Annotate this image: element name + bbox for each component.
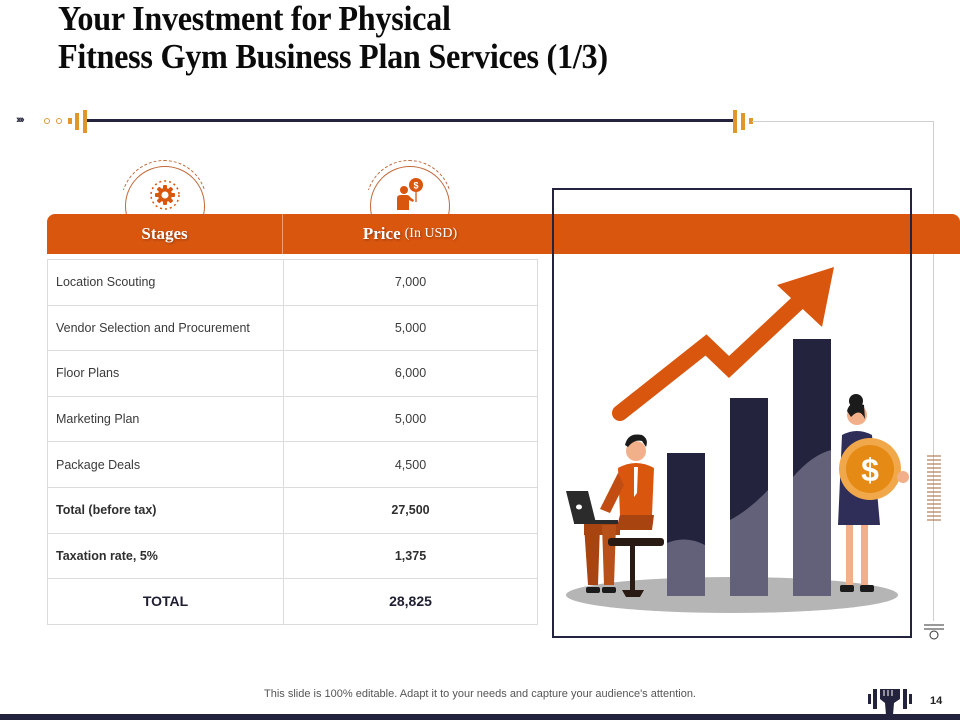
subtotal-row: Total (before tax) 27,500 <box>47 486 538 534</box>
price-cell: 6,000 <box>283 350 538 397</box>
price-cell: 5,000 <box>283 395 538 443</box>
svg-text:$: $ <box>413 181 418 191</box>
ring-dot-icon <box>44 118 50 124</box>
dumbbell-plate <box>733 110 737 133</box>
tax-label: Taxation rate, 5% <box>47 532 284 580</box>
table-header: Stages Price (In USD) <box>47 214 960 254</box>
bottom-bar <box>0 714 960 720</box>
person-dollar-icon: $ <box>397 178 423 210</box>
stage-cell: Vendor Selection and Procurement <box>47 304 284 352</box>
stage-cell: Marketing Plan <box>47 395 284 443</box>
tax-row: Taxation rate, 5% 1,375 <box>47 532 538 580</box>
table-row: Vendor Selection and Procurement 5,000 <box>47 304 538 352</box>
table-row: Package Deals 4,500 <box>47 441 538 488</box>
growth-chart-illustration: $ <box>566 267 909 613</box>
column-header-stages: Stages <box>47 214 283 254</box>
subtotal-label: Total (before tax) <box>47 486 284 534</box>
column-header-price: Price (In USD) <box>362 224 458 243</box>
price-cell: 7,000 <box>283 259 538 306</box>
title-line-1: Your Investment for Physical <box>58 0 451 38</box>
dumbbell-plate <box>75 113 79 130</box>
dumbbell-plate <box>83 110 87 133</box>
woman-figure: $ <box>838 394 909 592</box>
stage-cell: Location Scouting <box>47 259 284 306</box>
illustration-frame <box>552 188 912 638</box>
dumbbell-bar <box>87 119 733 122</box>
investment-table: Location Scouting 7,000 Vendor Selection… <box>47 259 538 625</box>
price-cell: 4,500 <box>283 441 538 488</box>
title-line-2: Fitness Gym Business Plan Services (1/3) <box>58 37 608 76</box>
price-unit: (In USD) <box>404 226 458 241</box>
gear-icon <box>150 180 180 210</box>
man-figure <box>566 434 664 597</box>
ring-dot-icon <box>56 118 62 124</box>
table-row: Floor Plans 6,000 <box>47 350 538 397</box>
subtotal-value: 27,500 <box>283 486 538 534</box>
dumbbell-end <box>749 118 753 124</box>
stage-cell: Floor Plans <box>47 350 284 397</box>
page-title: Your Investment for Physical Fitness Gym… <box>58 0 608 76</box>
table-row: Location Scouting 7,000 <box>47 259 538 306</box>
ruler-decoration <box>924 455 944 640</box>
dumbbell-end <box>68 118 72 124</box>
table-row: Marketing Plan 5,000 <box>47 395 538 443</box>
price-cell: 5,000 <box>283 304 538 352</box>
total-row: TOTAL 28,825 <box>47 578 538 625</box>
dollar-coin-icon: $ <box>861 452 879 488</box>
divider-line <box>752 121 934 122</box>
dumbbell-fist-icon <box>868 689 912 715</box>
divider-line-vertical <box>933 121 934 621</box>
tax-value: 1,375 <box>283 532 538 580</box>
chevrons-icon: ›››› <box>16 114 25 126</box>
page-number: 14 <box>930 695 943 707</box>
total-label: TOTAL <box>47 578 284 625</box>
total-value: 28,825 <box>283 578 538 625</box>
dumbbell-plate <box>741 113 745 130</box>
stage-cell: Package Deals <box>47 441 284 488</box>
footer-note: This slide is 100% editable. Adapt it to… <box>264 688 696 700</box>
